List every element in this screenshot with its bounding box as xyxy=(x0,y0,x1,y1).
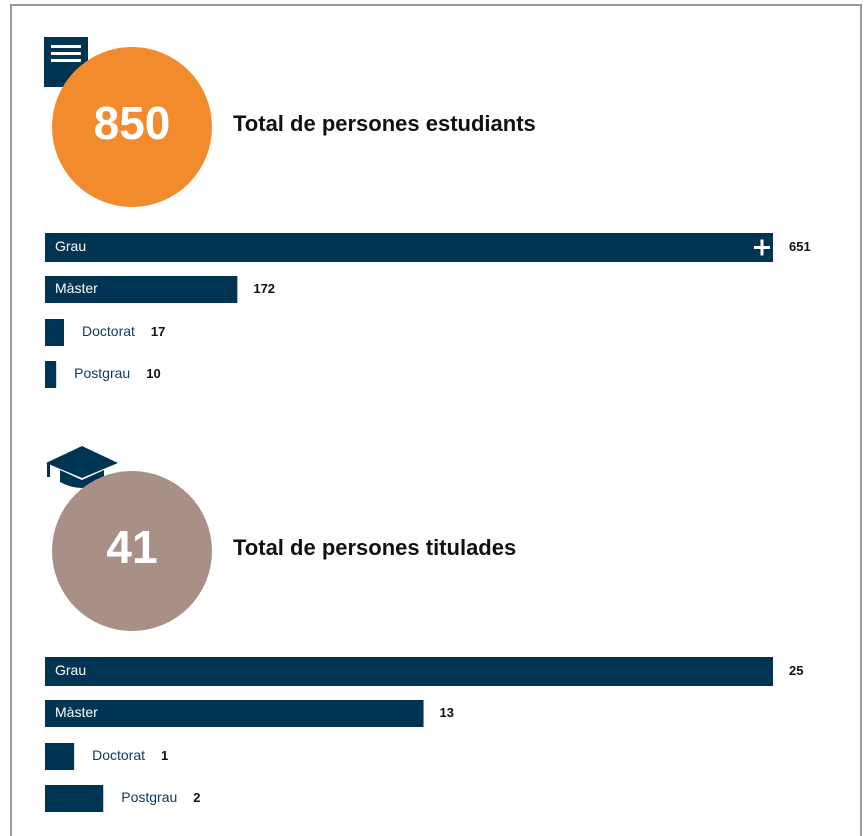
plus-icon xyxy=(760,239,764,256)
bar xyxy=(45,276,238,303)
frame xyxy=(10,4,862,836)
value-label: 13 xyxy=(440,705,454,720)
bar xyxy=(45,743,75,770)
bar xyxy=(45,361,57,388)
category-label: Postgrau xyxy=(121,789,177,805)
value-label: 1 xyxy=(161,748,168,763)
chart-title: Total de persones estudiants xyxy=(233,111,536,136)
category-label: Postgrau xyxy=(74,365,130,381)
total-number: 850 xyxy=(94,97,171,149)
value-label: 17 xyxy=(151,324,165,339)
bar xyxy=(45,657,773,686)
total-circle xyxy=(52,47,212,207)
value-label: 651 xyxy=(789,239,811,254)
category-label: Doctorat xyxy=(92,747,145,763)
chart-title: Total de persones titulades xyxy=(233,535,516,560)
category-label: Màster xyxy=(55,280,98,296)
bar xyxy=(45,785,104,812)
bar xyxy=(45,700,424,727)
category-label: Grau xyxy=(55,238,86,254)
value-label: 10 xyxy=(146,366,160,381)
total-number: 41 xyxy=(106,521,157,573)
value-label: 2 xyxy=(193,790,200,805)
category-label: Màster xyxy=(55,704,98,720)
bar xyxy=(45,233,773,262)
category-label: Doctorat xyxy=(82,323,135,339)
value-label: 172 xyxy=(253,281,275,296)
bar xyxy=(45,319,65,346)
category-label: Grau xyxy=(55,662,86,678)
value-label: 25 xyxy=(789,663,803,678)
total-circle xyxy=(52,471,212,631)
